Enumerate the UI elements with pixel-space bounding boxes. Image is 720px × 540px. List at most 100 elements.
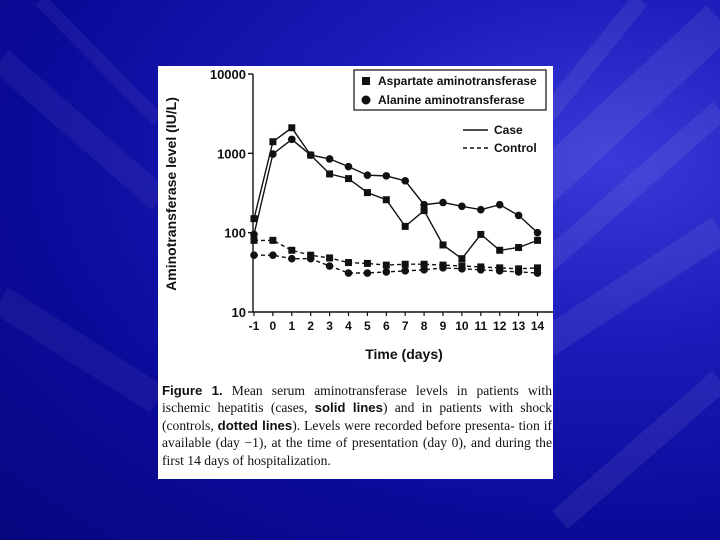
data-point-circle bbox=[495, 200, 504, 209]
series-line-case-square bbox=[253, 126, 538, 260]
data-point-circle bbox=[495, 267, 504, 275]
data-point-circle bbox=[382, 172, 391, 180]
data-point-circle bbox=[439, 198, 447, 207]
x-tick-label: -1 bbox=[249, 319, 260, 333]
data-point-square bbox=[439, 241, 447, 249]
x-tick-label: 6 bbox=[383, 319, 390, 333]
data-point-circle bbox=[288, 135, 296, 144]
data-point-circle bbox=[250, 251, 258, 259]
legend-markers-box: Aspartate aminotransferase Alanine amino… bbox=[353, 69, 547, 111]
y-tick-label: 10 bbox=[232, 305, 246, 320]
y-tick-label: 1000 bbox=[217, 146, 246, 161]
data-point-circle bbox=[269, 251, 277, 259]
data-point-square bbox=[458, 255, 466, 263]
data-point-square bbox=[288, 246, 296, 254]
data-point-square bbox=[496, 246, 504, 254]
data-point-square bbox=[534, 236, 541, 244]
data-point-square bbox=[382, 261, 390, 269]
data-point-square bbox=[326, 254, 334, 262]
caption-line-2b: ) and in patients with shock bbox=[382, 400, 552, 416]
caption-line-3a: (controls, bbox=[162, 417, 218, 433]
data-point-circle bbox=[477, 205, 485, 214]
data-point-square bbox=[477, 230, 485, 238]
x-tick-label: 10 bbox=[455, 319, 469, 333]
data-point-circle bbox=[344, 162, 353, 171]
x-tick-label: 13 bbox=[512, 319, 526, 333]
x-tick-label: 5 bbox=[364, 319, 371, 333]
data-point-square bbox=[269, 236, 277, 244]
data-point-square bbox=[326, 170, 334, 178]
data-point-square bbox=[250, 236, 258, 244]
data-point-circle bbox=[363, 269, 372, 277]
data-point-circle bbox=[401, 267, 409, 275]
data-point-square bbox=[363, 189, 371, 197]
data-point-square bbox=[420, 207, 428, 215]
y-tick-label: 100 bbox=[224, 226, 246, 241]
data-point-circle bbox=[533, 228, 542, 237]
caption-line-4: tion if available (day −1), at the time … bbox=[162, 417, 552, 451]
caption-dotted-lines: dotted lines bbox=[217, 417, 293, 433]
x-tick-label: 3 bbox=[326, 319, 333, 333]
x-tick-label: 9 bbox=[440, 319, 447, 333]
x-tick-label: 2 bbox=[307, 319, 314, 333]
caption-line-2a: ischemic hepatitis (cases, bbox=[162, 400, 315, 416]
data-point-circle bbox=[477, 266, 485, 274]
series-line-control-square bbox=[254, 239, 538, 270]
data-point-square bbox=[534, 264, 541, 272]
caption-label: Figure 1. bbox=[162, 383, 223, 398]
x-tick-label: 12 bbox=[493, 319, 507, 333]
data-point-square bbox=[401, 222, 409, 230]
data-point-circle bbox=[344, 269, 353, 277]
legend-lines: Case Control bbox=[463, 123, 537, 155]
data-point-circle bbox=[382, 268, 391, 276]
data-point-circle bbox=[533, 269, 542, 277]
data-point-square bbox=[515, 244, 523, 252]
data-point-square bbox=[250, 215, 258, 223]
data-point-circle bbox=[363, 171, 372, 180]
caption-line-5: and during the first 14 days of hospital… bbox=[162, 435, 552, 468]
x-tick-label: 4 bbox=[345, 319, 352, 333]
caption-line-3b: ). Levels were recorded before presenta- bbox=[292, 417, 515, 433]
data-point-circle bbox=[325, 155, 334, 163]
data-point-square bbox=[345, 175, 352, 183]
legend-label-case: Case bbox=[494, 123, 523, 137]
x-tick-label: 11 bbox=[474, 319, 487, 333]
data-point-square bbox=[345, 259, 352, 267]
data-point-square bbox=[420, 260, 428, 268]
series-line-control-circle bbox=[254, 254, 538, 274]
caption-line-1: Mean serum aminotransferase levels in pa… bbox=[231, 383, 553, 398]
legend-label-ast: Aspartate aminotransferase bbox=[378, 74, 537, 88]
series-line-case-circle bbox=[253, 138, 538, 235]
legend-circle-marker bbox=[361, 95, 371, 105]
data-point-circle bbox=[325, 262, 334, 270]
x-tick-label: 14 bbox=[531, 319, 545, 333]
data-point-circle bbox=[458, 202, 466, 211]
x-tick-label: 0 bbox=[270, 319, 277, 333]
x-tick-label: 1 bbox=[288, 319, 295, 333]
data-point-circle bbox=[250, 230, 258, 239]
data-point-circle bbox=[514, 268, 523, 276]
data-point-circle bbox=[269, 150, 277, 158]
caption-solid-lines: solid lines bbox=[314, 400, 383, 416]
data-point-square bbox=[401, 260, 409, 268]
data-point-circle bbox=[306, 151, 315, 159]
data-point-square bbox=[363, 259, 371, 267]
data-point-circle bbox=[439, 264, 447, 272]
legend-square-marker bbox=[362, 77, 370, 85]
data-point-square bbox=[382, 196, 390, 204]
x-axis-title: Time (days) bbox=[365, 346, 443, 362]
x-tick-label: 7 bbox=[402, 319, 409, 333]
legend-label-control: Control bbox=[494, 141, 537, 155]
y-axis-title: Aminotransferase level (IU/L) bbox=[163, 97, 179, 291]
x-tick-label: 8 bbox=[421, 319, 428, 333]
data-point-square bbox=[269, 138, 277, 146]
y-tick-label: 10000 bbox=[210, 67, 246, 82]
data-point-circle bbox=[514, 211, 523, 220]
legend-label-alt: Alanine aminotransferase bbox=[378, 93, 525, 107]
data-point-circle bbox=[288, 254, 296, 263]
data-point-circle bbox=[401, 177, 409, 185]
data-point-circle bbox=[420, 200, 428, 209]
figure-panel: 10 100 1000 10000 -1 0 1 2 3 4 5 6 7 8 9 10 11 12 13 14 Am… bbox=[158, 66, 553, 479]
data-point-circle bbox=[420, 266, 428, 274]
